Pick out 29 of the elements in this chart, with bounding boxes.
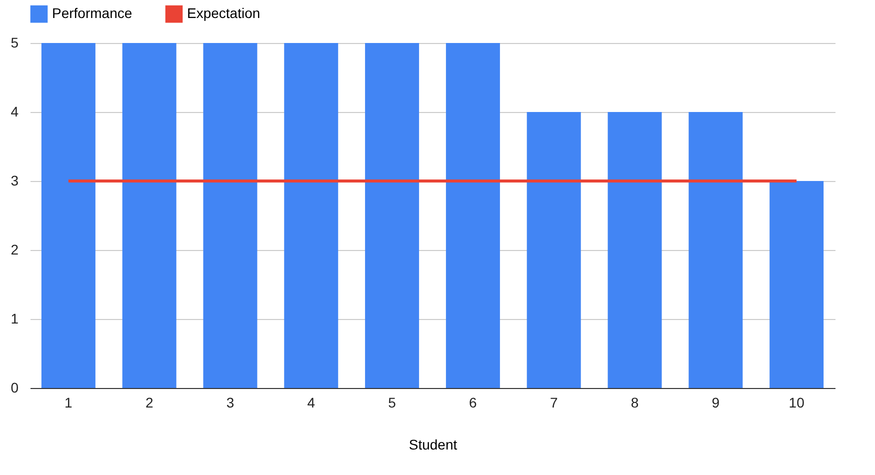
x-tick-label: 3 [226,394,234,410]
legend-label: Expectation [187,5,260,22]
x-tick-label: 7 [550,394,558,410]
bar [284,43,338,388]
bar [608,112,662,388]
bar [203,43,258,388]
bar [365,43,420,388]
bar [446,43,500,388]
y-tick-label: 1 [10,310,19,326]
bar [688,112,743,388]
y-tick-label: 0 [10,380,19,396]
bar [122,43,176,388]
bar [770,181,824,388]
bar [526,112,581,388]
x-tick-label: 8 [630,394,639,410]
bar [41,43,96,388]
x-tick-label: 5 [388,394,396,410]
x-axis-title: Student [408,436,458,452]
legend-label: Performance [52,5,132,22]
y-tick-label: 2 [10,242,19,258]
x-tick-label: 9 [712,394,720,410]
y-tick-label: 4 [10,104,19,120]
x-tick-label: 1 [64,394,73,410]
x-tick-label: 6 [469,394,478,410]
y-tick-label: 5 [10,34,19,50]
x-tick-label: 2 [145,394,154,410]
y-tick-label: 3 [10,172,19,188]
x-tick-label: 4 [307,394,316,410]
x-tick-label: 10 [788,394,805,410]
